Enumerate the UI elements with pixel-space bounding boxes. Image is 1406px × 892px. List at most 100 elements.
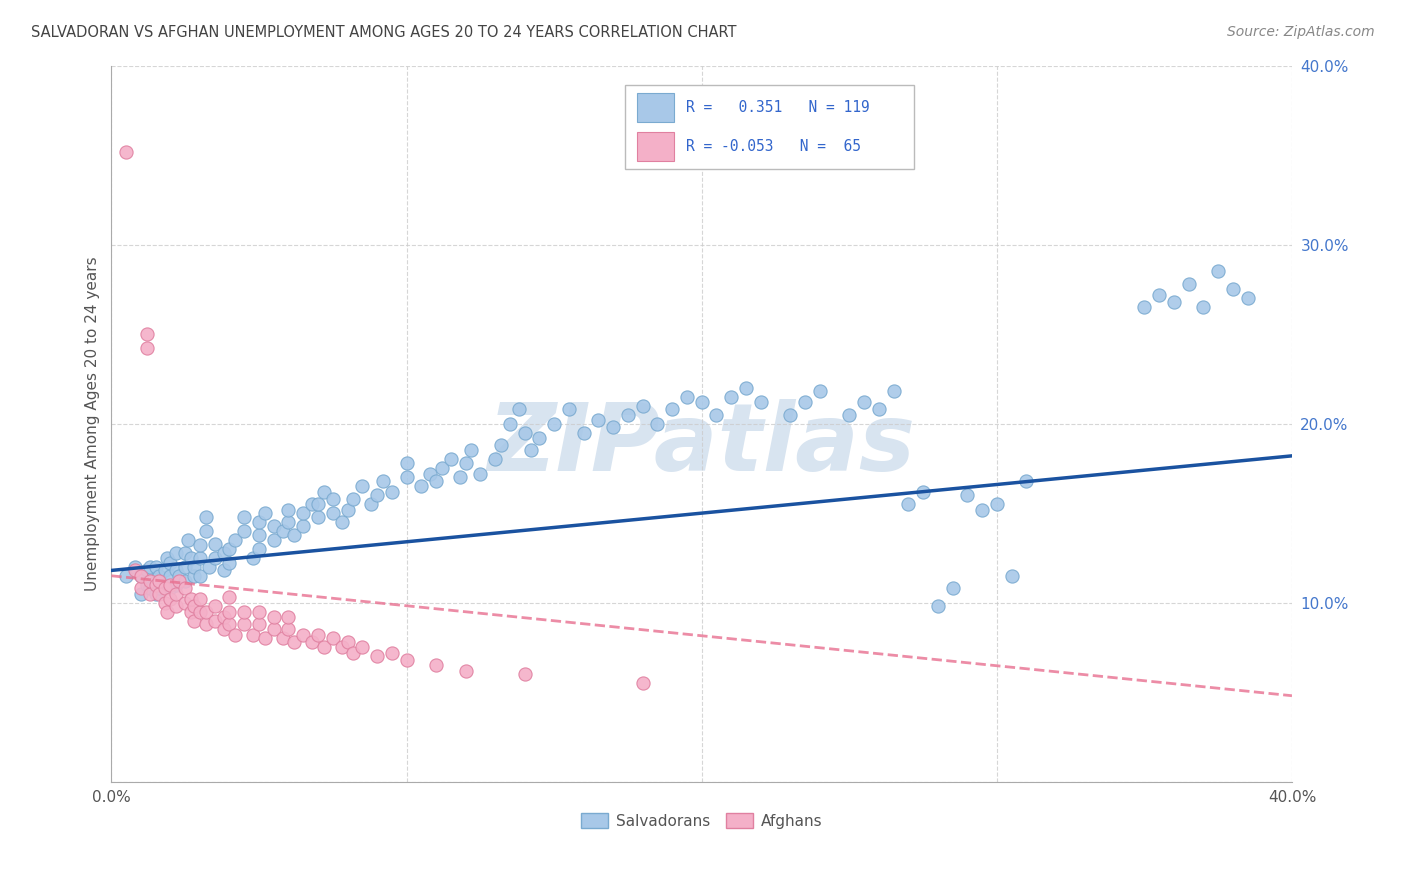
Point <box>159 578 181 592</box>
Point <box>183 559 205 574</box>
Point <box>183 599 205 614</box>
Point <box>129 587 152 601</box>
Point <box>194 617 217 632</box>
Point <box>180 605 202 619</box>
Point <box>411 479 433 493</box>
Point <box>460 443 482 458</box>
Point <box>454 456 477 470</box>
Point <box>247 527 270 541</box>
Point <box>218 541 240 556</box>
Point <box>145 587 167 601</box>
Point <box>808 384 831 399</box>
Point <box>706 408 728 422</box>
Point <box>352 640 374 655</box>
Point <box>470 467 492 481</box>
Point <box>212 545 235 559</box>
Point <box>233 509 256 524</box>
Point <box>263 623 285 637</box>
Point <box>508 402 530 417</box>
Point <box>489 438 512 452</box>
Point <box>247 541 270 556</box>
Point <box>342 491 364 506</box>
Point <box>165 578 187 592</box>
Point <box>779 408 801 422</box>
Point <box>148 574 170 589</box>
Point <box>169 574 191 589</box>
Point <box>247 617 270 632</box>
Point <box>204 550 226 565</box>
Point <box>301 497 323 511</box>
Point <box>342 646 364 660</box>
Point <box>970 502 993 516</box>
Point <box>135 327 157 342</box>
Point <box>263 610 285 624</box>
Point <box>956 488 979 502</box>
Point <box>292 518 315 533</box>
Point <box>129 569 152 583</box>
Point <box>156 605 179 619</box>
Point <box>271 632 294 646</box>
Point <box>617 408 640 422</box>
Point <box>912 484 935 499</box>
Point <box>927 599 949 614</box>
Point <box>148 569 170 583</box>
Point <box>307 628 329 642</box>
Point <box>330 640 353 655</box>
Point <box>139 582 162 596</box>
Point <box>233 617 256 632</box>
Point <box>283 635 305 649</box>
Point <box>180 550 202 565</box>
Point <box>165 545 187 559</box>
Point <box>180 592 202 607</box>
Point <box>188 550 211 565</box>
Point <box>307 497 329 511</box>
Point <box>454 664 477 678</box>
Point <box>159 592 181 607</box>
Point <box>224 628 246 642</box>
Point <box>425 658 447 673</box>
Point <box>124 563 146 577</box>
Point <box>135 563 157 577</box>
Point <box>1133 300 1156 314</box>
Point <box>1000 569 1022 583</box>
Point <box>425 474 447 488</box>
Point <box>159 569 181 583</box>
Point <box>543 417 565 431</box>
Point <box>153 596 176 610</box>
Point <box>183 614 205 628</box>
Point <box>233 605 256 619</box>
Text: SALVADORAN VS AFGHAN UNEMPLOYMENT AMONG AGES 20 TO 24 YEARS CORRELATION CHART: SALVADORAN VS AFGHAN UNEMPLOYMENT AMONG … <box>31 25 737 40</box>
Point <box>292 506 315 520</box>
Point <box>419 467 441 481</box>
Point <box>188 592 211 607</box>
Point <box>513 425 536 440</box>
Point <box>1236 291 1258 305</box>
Point <box>371 474 394 488</box>
Point <box>1177 277 1199 291</box>
Point <box>499 417 522 431</box>
Text: Source: ZipAtlas.com: Source: ZipAtlas.com <box>1227 25 1375 39</box>
Point <box>661 402 683 417</box>
Point <box>395 470 418 484</box>
Point <box>115 145 138 159</box>
Legend: Salvadorans, Afghans: Salvadorans, Afghans <box>575 806 828 835</box>
Point <box>188 538 211 552</box>
Point <box>139 559 162 574</box>
Point <box>135 342 157 356</box>
Point <box>690 395 713 409</box>
Point <box>242 550 264 565</box>
Point <box>366 649 388 664</box>
Point <box>218 556 240 570</box>
Point <box>519 443 541 458</box>
Point <box>301 635 323 649</box>
Point <box>1222 282 1244 296</box>
Point <box>165 563 187 577</box>
Point <box>247 605 270 619</box>
Point <box>242 628 264 642</box>
Point <box>247 515 270 529</box>
Point <box>749 395 772 409</box>
Point <box>381 484 404 499</box>
Point <box>986 497 1008 511</box>
Text: ZIPatlas: ZIPatlas <box>488 399 915 491</box>
Point <box>868 402 890 417</box>
